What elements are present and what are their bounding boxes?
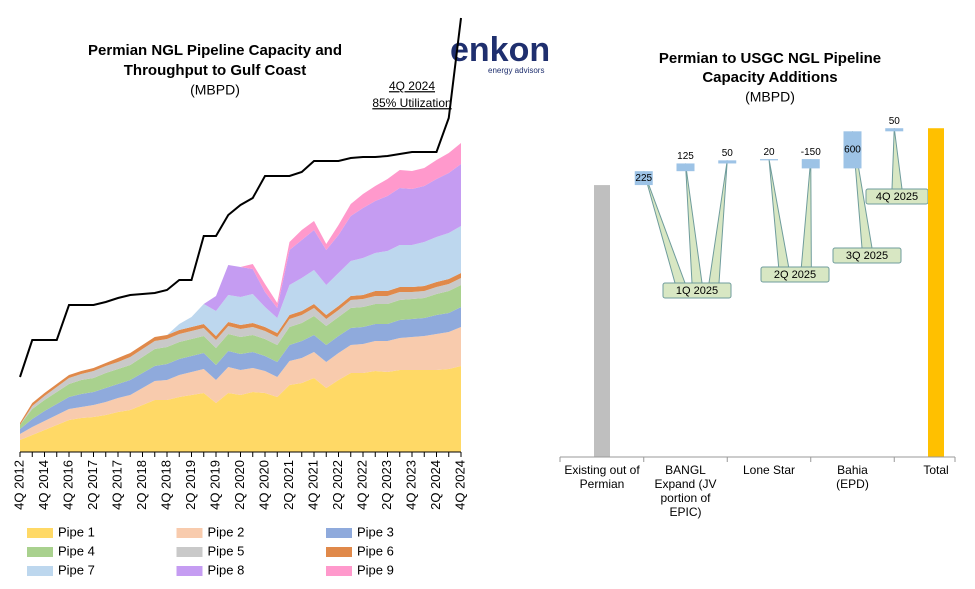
callout-pointer bbox=[768, 159, 790, 268]
callout-pointer bbox=[685, 163, 703, 284]
x-tick-label: 4Q 2012 bbox=[11, 460, 26, 510]
capacity-line bbox=[19, 17, 462, 378]
callout-box bbox=[760, 266, 830, 283]
x-tick-label: BANGL Expand (JV portion of EPIC) bbox=[654, 463, 717, 519]
chart-subtitle: (MBPD) bbox=[190, 82, 240, 98]
data-label: -150 bbox=[801, 147, 821, 158]
legend-swatch bbox=[27, 547, 53, 557]
x-tick-label: 4Q 2014 bbox=[36, 460, 51, 510]
legend-label: Pipe 4 bbox=[58, 543, 95, 558]
x-tick-label: 4Q 2018 bbox=[158, 460, 173, 510]
legend-label: Pipe 5 bbox=[208, 543, 245, 558]
callout-label: 2Q 2025 bbox=[774, 269, 816, 281]
bar bbox=[885, 128, 904, 132]
legend-swatch bbox=[27, 528, 53, 538]
data-label: 125 bbox=[677, 151, 694, 162]
legend-label: Pipe 3 bbox=[357, 524, 394, 539]
logo-tagline: energy advisors bbox=[488, 66, 544, 75]
callout-label: 4Q 2025 bbox=[876, 191, 918, 203]
x-tick-label: 2Q 2019 bbox=[183, 460, 198, 510]
legend-swatch bbox=[326, 528, 352, 538]
x-tick-label: 4Q 2020 bbox=[256, 460, 271, 510]
x-tick-label: 2Q 2021 bbox=[281, 460, 296, 510]
bar bbox=[843, 131, 862, 169]
x-tick-label: Existing out of Permian bbox=[564, 463, 640, 491]
callout-label: 3Q 2025 bbox=[846, 250, 888, 262]
bar bbox=[676, 163, 695, 172]
legend-label: Pipe 7 bbox=[58, 562, 95, 577]
legend-swatch bbox=[176, 528, 203, 538]
bar bbox=[718, 160, 737, 164]
chart-title: Permian to USGC NGL Pipeline bbox=[659, 50, 881, 67]
x-tick-label: 4Q 2022 bbox=[354, 460, 369, 510]
chart-title: Throughput to Gulf Coast bbox=[124, 62, 306, 79]
area bbox=[20, 143, 461, 423]
chart-title: Capacity Additions bbox=[702, 69, 837, 86]
legend-label: Pipe 1 bbox=[58, 524, 95, 539]
legend-swatch bbox=[326, 566, 352, 576]
data-label: 20 bbox=[763, 147, 775, 158]
x-tick-label: 4Q 2021 bbox=[305, 460, 320, 510]
data-label: 600 bbox=[844, 144, 861, 155]
data-label: 225 bbox=[635, 173, 652, 184]
x-tick-label: 4Q 2017 bbox=[109, 460, 124, 510]
bar bbox=[801, 159, 820, 169]
bar bbox=[760, 159, 778, 161]
callout-pointer bbox=[708, 160, 728, 284]
area bbox=[20, 285, 461, 429]
area bbox=[20, 366, 461, 452]
x-tick-label: 2Q 2023 bbox=[379, 460, 394, 510]
bar bbox=[634, 171, 653, 186]
area bbox=[20, 226, 461, 423]
chart-subtitle: (MBPD) bbox=[745, 89, 795, 105]
x-tick-label: Lone Star bbox=[742, 463, 796, 477]
x-tick-label: 4Q 2023 bbox=[403, 460, 418, 510]
x-tick-label: 4Q 2019 bbox=[207, 460, 222, 510]
x-tick-label: 2Q 2024 bbox=[428, 460, 443, 510]
callout-pointer bbox=[643, 171, 686, 284]
x-tick-label: Bahia (EPD) bbox=[836, 463, 869, 491]
callout-label: 1Q 2025 bbox=[676, 285, 718, 297]
bar bbox=[928, 128, 944, 457]
bar bbox=[594, 185, 610, 457]
legend-swatch bbox=[326, 547, 352, 557]
chart-title: Permian NGL Pipeline Capacity and bbox=[88, 42, 342, 59]
x-tick-label: 4Q 2024 bbox=[452, 460, 467, 510]
logo-name: enkon bbox=[450, 31, 550, 69]
legend-label: Pipe 2 bbox=[208, 524, 245, 539]
area bbox=[20, 278, 461, 425]
callout-box bbox=[832, 247, 902, 264]
legend-swatch bbox=[27, 566, 53, 576]
x-tick-label: 2Q 2018 bbox=[134, 460, 149, 510]
callout-box bbox=[662, 282, 732, 299]
legend-label: Pipe 6 bbox=[357, 543, 394, 558]
x-tick-label: 2Q 2017 bbox=[85, 460, 100, 510]
area bbox=[20, 307, 461, 434]
data-label: 50 bbox=[722, 148, 734, 159]
legend-swatch bbox=[176, 566, 203, 576]
data-label: 50 bbox=[889, 116, 901, 127]
area bbox=[20, 273, 461, 425]
legend-swatch bbox=[176, 547, 203, 557]
x-tick-label: 2Q 2020 bbox=[232, 460, 247, 510]
area bbox=[20, 164, 461, 423]
legend-label: Pipe 8 bbox=[208, 562, 245, 577]
area bbox=[20, 327, 461, 440]
x-tick-label: 2Q 2022 bbox=[330, 460, 345, 510]
callout-pointer bbox=[891, 128, 903, 190]
legend-label: Pipe 9 bbox=[357, 562, 394, 577]
annotation: 85% Utilization bbox=[372, 96, 451, 110]
x-tick-label: Total bbox=[923, 463, 949, 477]
callout-pointer bbox=[800, 159, 812, 268]
x-tick-label: 4Q 2016 bbox=[60, 460, 75, 510]
annotation: 4Q 2024 bbox=[389, 79, 435, 93]
